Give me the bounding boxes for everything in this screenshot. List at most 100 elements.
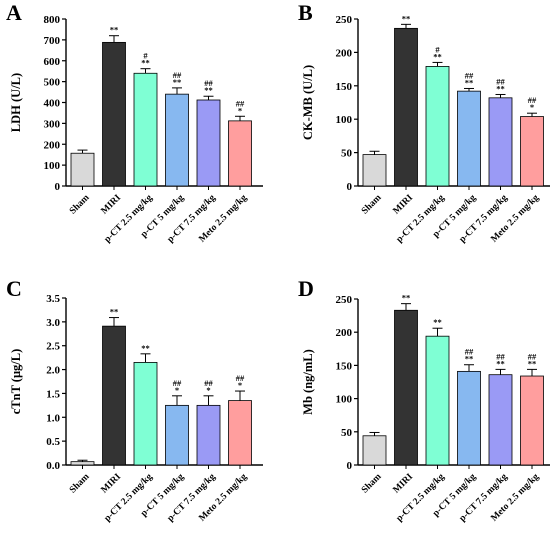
significance-mark: **: [528, 358, 537, 368]
bar: [102, 41, 126, 187]
significance-mark: **: [402, 13, 411, 23]
bar: [362, 154, 387, 187]
significance-mark: **: [496, 83, 505, 93]
y-axis-title: cTnT (μg/L): [9, 349, 23, 415]
significance-mark: **: [496, 358, 505, 368]
y-tick-label: 600: [44, 56, 61, 68]
panel-letter: D: [298, 276, 314, 301]
panel-letter: C: [6, 276, 22, 301]
significance-mark: *: [175, 385, 179, 395]
bar: [196, 404, 221, 466]
y-tick-label: 1.0: [46, 412, 60, 424]
significance-mark: **: [141, 343, 150, 353]
y-tick-label: 150: [336, 81, 353, 93]
significance-mark: *: [530, 102, 534, 112]
bar: [228, 400, 252, 466]
significance-mark: ##: [496, 76, 505, 86]
chart-panel-D: DMb (ng/mL)050100150200250Sham**MIRI**p-…: [298, 276, 550, 524]
y-tick-label: 0.0: [46, 460, 60, 472]
significance-mark: **: [110, 25, 119, 35]
y-tick-label: 800: [44, 14, 61, 26]
significance-mark: **: [433, 51, 442, 61]
bar: [133, 362, 158, 466]
significance-mark: ##: [465, 347, 474, 357]
bar: [520, 375, 544, 466]
chart-panel-B: BCK-MB (U/L)050100150200250Sham**MIRI#**…: [298, 0, 550, 245]
bar: [165, 404, 189, 466]
significance-mark: ##: [173, 378, 182, 388]
x-category-label: Sham: [68, 472, 92, 496]
bar: [488, 374, 513, 466]
bar: [102, 325, 126, 466]
significance-mark: **: [465, 354, 474, 364]
y-tick-label: 0: [55, 181, 61, 193]
significance-mark: **: [402, 293, 411, 303]
bar: [70, 152, 95, 187]
y-tick-label: 200: [336, 47, 353, 59]
y-axis-title: LDH (U/L): [9, 73, 23, 132]
bar: [70, 461, 95, 466]
significance-mark: **: [110, 307, 119, 317]
y-tick-label: 700: [44, 35, 61, 47]
y-tick-label: 100: [336, 394, 353, 406]
bar: [133, 72, 158, 187]
significance-mark: ##: [465, 70, 474, 80]
y-tick-label: 3.0: [46, 317, 60, 329]
x-category-label: Sham: [68, 193, 92, 217]
y-axis-title: Mb (ng/mL): [301, 349, 315, 415]
significance-mark: ##: [528, 95, 537, 105]
y-tick-label: 300: [44, 118, 61, 130]
y-tick-label: 100: [336, 114, 353, 126]
y-tick-label: 500: [44, 77, 61, 89]
y-tick-label: 250: [336, 294, 353, 306]
y-tick-label: 400: [44, 98, 61, 110]
y-tick-label: 0: [347, 181, 353, 193]
significance-mark: **: [141, 58, 150, 68]
x-category-label: MIRI: [392, 193, 416, 217]
bar: [394, 27, 418, 187]
x-category-label: Sham: [360, 472, 384, 496]
chart-panel-A: A LDH (U/L) 0 100 200 300 400 500 600 700 800 Sham *…: [6, 0, 263, 245]
y-tick-label: 0: [347, 460, 353, 472]
significance-mark: *: [238, 380, 242, 390]
x-category-label: MIRI: [100, 193, 124, 217]
y-tick-label: 0.5: [46, 436, 60, 448]
bar: [362, 435, 387, 466]
bar: [457, 90, 481, 187]
bar: [394, 309, 418, 466]
y-tick-label: 2.0: [46, 365, 60, 377]
y-tick-label: 1.5: [46, 388, 60, 400]
bar: [457, 370, 481, 466]
significance-mark: *: [238, 105, 242, 115]
significance-mark: ##: [204, 378, 213, 388]
bar: [425, 66, 450, 187]
bar: [520, 116, 544, 187]
significance-mark: ##: [236, 373, 245, 383]
x-category-label: MIRI: [100, 472, 124, 496]
bar: [196, 99, 221, 187]
y-tick-label: 100: [44, 160, 61, 172]
panel-letter: B: [298, 0, 313, 25]
y-axis-title: CK-MB (U/L): [301, 65, 315, 140]
bar: [425, 335, 450, 466]
significance-mark: ##: [204, 78, 213, 88]
significance-mark: #: [143, 51, 148, 61]
x-category-label: Sham: [360, 193, 384, 217]
y-tick-label: 150: [336, 360, 353, 372]
y-tick-label: 50: [341, 148, 353, 160]
y-tick-label: 2.5: [46, 341, 60, 353]
y-tick-label: 3.5: [46, 293, 60, 305]
significance-mark: **: [465, 77, 474, 87]
bar: [228, 120, 252, 187]
significance-mark: ##: [173, 70, 182, 80]
significance-mark: **: [204, 85, 213, 95]
significance-mark: #: [435, 44, 440, 54]
y-tick-label: 200: [336, 327, 353, 339]
y-tick-label: 50: [341, 427, 353, 439]
significance-mark: ##: [496, 351, 505, 361]
significance-mark: *: [206, 385, 210, 395]
panel-letter: A: [6, 0, 22, 25]
y-tick-label: 200: [44, 139, 61, 151]
